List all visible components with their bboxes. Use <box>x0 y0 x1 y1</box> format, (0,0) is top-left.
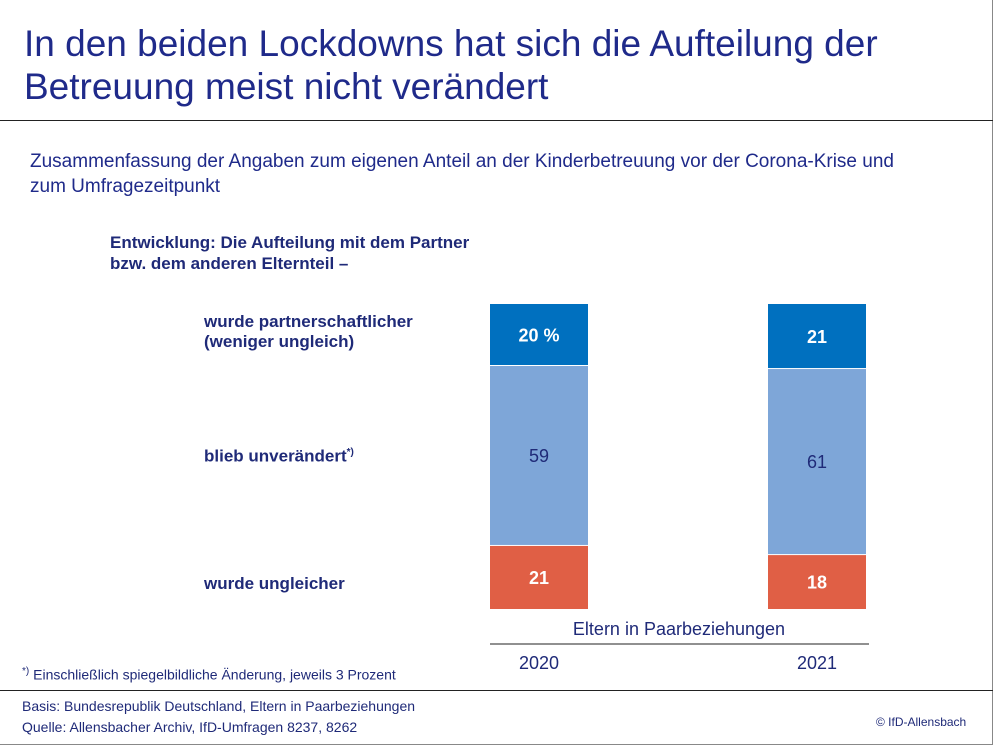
data-label-2021-2: 18 <box>807 573 827 593</box>
series-label-partnerschaftlicher: wurde partnerschaftlicher (weniger ungle… <box>204 312 413 351</box>
footnote-mark: *) <box>22 666 30 677</box>
footnote: *) Einschließlich spiegelbildliche Änder… <box>22 666 396 683</box>
source-block: Basis: Bundesrepublik Deutschland, Elter… <box>22 696 415 738</box>
chart-title: In den beiden Lockdowns hat sich die Auf… <box>24 23 878 107</box>
category-label-2020: 2020 <box>519 653 559 673</box>
series-label-unveraendert: blieb unverändert*) <box>204 443 354 467</box>
bar-segment-2021-2 <box>768 555 866 609</box>
bar-segment-2020-1 <box>490 366 588 545</box>
data-label-2020-2: 21 <box>529 568 549 588</box>
group-label: Eltern in Paarbeziehungen <box>573 619 785 639</box>
series-label-text: blieb unverändert <box>204 446 347 466</box>
source-text: Quelle: Allensbacher Archiv, IfD-Umfrage… <box>22 719 358 735</box>
footnote-marker: *) <box>346 447 354 458</box>
footnote-text: Einschließlich spiegelbildliche Änderung… <box>33 666 396 683</box>
bar-segment-2020-2 <box>490 545 588 609</box>
bar-segment-2020-0 <box>490 304 588 365</box>
chart-subtitle: Zusammenfassung der Angaben zum eigenen … <box>30 151 894 197</box>
category-label-2021: 2021 <box>797 653 837 673</box>
basis-text: Basis: Bundesrepublik Deutschland, Elter… <box>22 698 416 714</box>
bar-segment-2021-0 <box>768 304 866 369</box>
copyright: © IfD-Allensbach <box>876 715 967 729</box>
series-label-ungleicher: wurde ungleicher <box>204 574 345 593</box>
data-label-2021-1: 61 <box>807 452 827 472</box>
data-label-2021-0: 21 <box>807 327 827 347</box>
data-label-2020-0: 20 % <box>518 326 559 346</box>
data-label-2020-1: 59 <box>529 446 549 466</box>
title-divider <box>0 120 993 121</box>
legend-heading: Entwicklung: Die Aufteilung mit dem Part… <box>110 233 470 273</box>
footer-divider <box>0 690 993 691</box>
bar-segment-2021-1 <box>768 369 866 555</box>
